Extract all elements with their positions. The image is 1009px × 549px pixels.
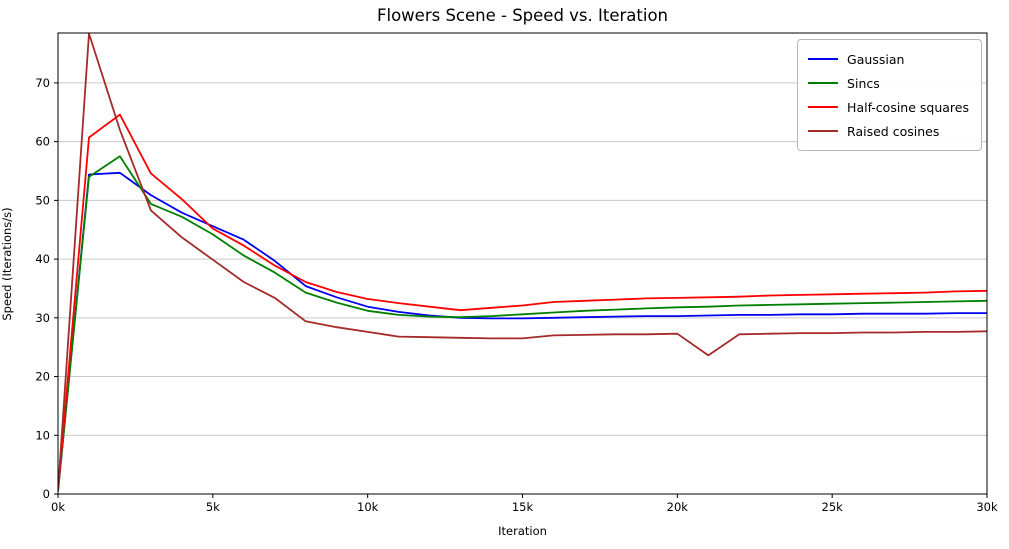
x-tick-label: 10k — [357, 500, 379, 514]
x-tick-label: 30k — [976, 500, 998, 514]
x-tick-label: 0k — [51, 500, 65, 514]
series-line-gaussian — [58, 171, 987, 492]
y-tick-label: 50 — [35, 193, 50, 207]
legend-swatch-gaussian — [808, 58, 839, 60]
series-line-raised-cosines — [58, 33, 987, 492]
y-tick-label: 70 — [35, 76, 50, 90]
y-tick-label: 0 — [43, 487, 50, 501]
legend-swatch-sincs — [808, 82, 839, 84]
y-tick-label: 10 — [35, 428, 50, 442]
legend-swatch-raised-cosines — [808, 130, 839, 132]
legend: Gaussian Sincs Half-cosine squares Raised c… — [797, 39, 982, 151]
legend-label: Raised cosines — [847, 123, 940, 139]
legend-swatch-half-cosine-squares — [808, 106, 839, 108]
x-tick-label: 5k — [206, 500, 220, 514]
legend-item-sincs: Sincs — [808, 71, 969, 95]
y-tick-label: 60 — [35, 135, 50, 149]
legend-item-half-cosine-squares: Half-cosine squares — [808, 95, 969, 119]
series-line-sincs — [58, 155, 987, 492]
legend-label: Sincs — [847, 75, 880, 91]
x-tick-label: 20k — [667, 500, 689, 514]
legend-item-gaussian: Gaussian — [808, 47, 969, 71]
legend-label: Half-cosine squares — [847, 99, 969, 115]
legend-item-raised-cosines: Raised cosines — [808, 119, 969, 143]
legend-label: Gaussian — [847, 51, 905, 67]
chart-title: Flowers Scene - Speed vs. Iteration — [377, 6, 668, 25]
x-tick-label: 25k — [822, 500, 844, 514]
y-tick-label: 40 — [35, 252, 50, 266]
y-tick-label: 30 — [35, 311, 50, 325]
x-axis-label: Iteration — [498, 524, 547, 538]
y-axis-label: Speed (Iterations/s) — [0, 207, 14, 321]
x-tick-label: 15k — [512, 500, 534, 514]
series-line-half-cosine-squares — [58, 113, 987, 492]
y-tick-label: 20 — [35, 370, 50, 384]
